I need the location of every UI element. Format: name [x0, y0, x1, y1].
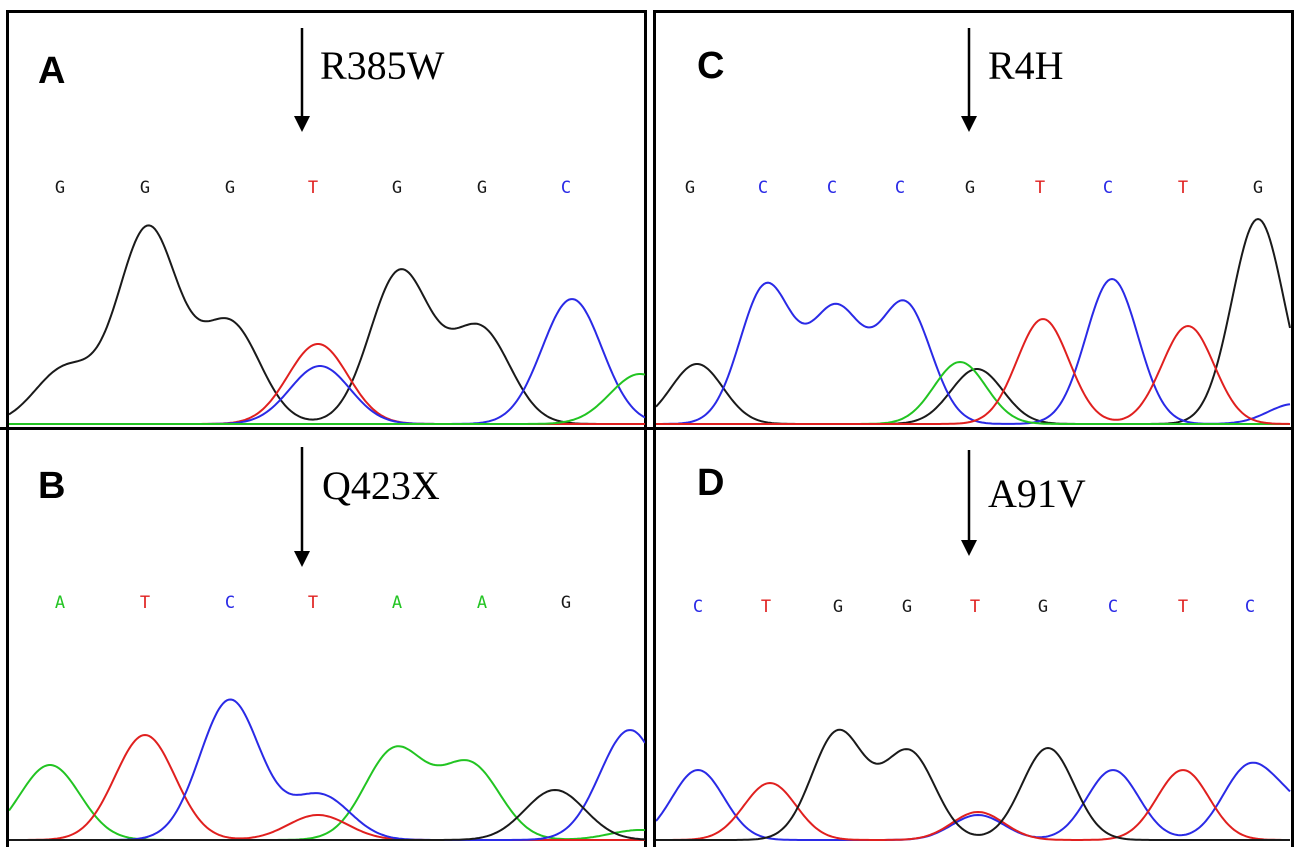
panel-b-base-call: T — [307, 593, 319, 613]
panel-a-chromatogram — [9, 224, 645, 425]
panel-d-base-call: G — [901, 597, 913, 617]
panel-a-base-call: G — [476, 178, 488, 198]
trace-T-line — [656, 318, 1291, 425]
trace-A-line — [656, 360, 1290, 425]
trace-G-line — [656, 217, 1291, 425]
panel-c-mutation-label: R4H — [988, 43, 1064, 88]
panel-b-mutation-arrow — [294, 447, 310, 567]
panel-b-base-call: A — [476, 593, 488, 613]
panel-c-base-call: G — [964, 178, 976, 198]
panel-a-base-call: G — [54, 178, 66, 198]
panel-b-letter: B — [38, 465, 66, 507]
panel-d-base-call: C — [692, 597, 704, 617]
panel-c-mutation-arrow — [961, 28, 977, 132]
panel-b-base-call: A — [391, 593, 403, 613]
panel-c-base-call: C — [1102, 178, 1114, 198]
trace-G-line — [656, 728, 1290, 841]
panel-c-base-call: C — [894, 178, 906, 198]
trace-A-line — [9, 373, 645, 425]
panel-d — [653, 427, 1294, 847]
panel-d-base-call: C — [1107, 597, 1119, 617]
panel-a-base-call: G — [139, 178, 151, 198]
panel-c-base-call: T — [1177, 178, 1189, 198]
panel-d-base-call: T — [1177, 597, 1189, 617]
panel-c-base-call: G — [684, 178, 696, 198]
panel-a-base-call: T — [307, 178, 319, 198]
panel-b-base-call: T — [139, 593, 151, 613]
panel-b-mutation-label: Q423X — [322, 463, 440, 508]
panel-c-chromatogram — [656, 217, 1291, 425]
panel-c-base-call: T — [1034, 178, 1046, 198]
panel-d-chromatogram — [656, 728, 1291, 841]
panel-divider — [0, 427, 1294, 430]
panel-a-base-call: G — [224, 178, 236, 198]
panel-d-base-call: T — [760, 597, 772, 617]
panel-b-base-call: G — [560, 593, 572, 613]
panel-c-base-call: G — [1252, 178, 1264, 198]
trace-C-line — [656, 277, 1291, 425]
panel-d-base-call: G — [832, 597, 844, 617]
panel-d-base-call: G — [1037, 597, 1049, 617]
trace-C-line — [656, 761, 1291, 841]
panel-b-base-call: C — [224, 593, 236, 613]
panel-c-base-call: C — [826, 178, 838, 198]
trace-T-line — [9, 733, 645, 841]
panel-d-base-call: C — [1244, 597, 1256, 617]
trace-G-line — [9, 224, 645, 425]
panel-a-mutation-label: R385W — [320, 43, 445, 88]
panel-c — [653, 10, 1294, 430]
trace-G-line — [9, 788, 645, 841]
panel-a-base-call: G — [391, 178, 403, 198]
panel-a-base-call: C — [560, 178, 572, 198]
panel-d-mutation-arrow — [961, 450, 977, 556]
panel-a-letter: A — [38, 50, 66, 92]
panel-b — [6, 427, 647, 847]
panel-a-mutation-arrow — [294, 28, 310, 132]
panel-b-base-call: A — [54, 593, 66, 613]
panel-a — [6, 10, 647, 430]
panel-d-base-call: T — [969, 597, 981, 617]
panel-d-letter: D — [697, 462, 725, 504]
panel-c-base-call: C — [757, 178, 769, 198]
panel-c-letter: C — [697, 45, 725, 87]
trace-T-line — [656, 769, 1290, 841]
panel-b-chromatogram — [9, 698, 645, 841]
trace-A-line — [9, 745, 645, 841]
panel-d-mutation-label: A91V — [988, 471, 1086, 516]
